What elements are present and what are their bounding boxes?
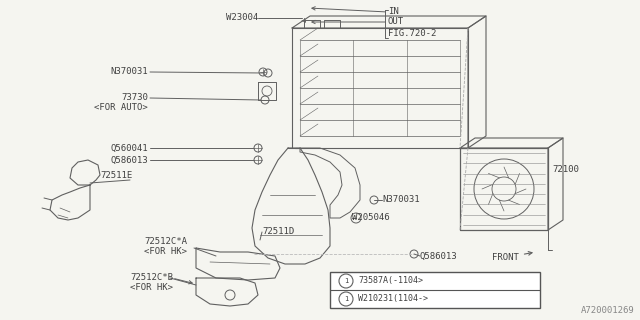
Text: W23004: W23004 bbox=[226, 13, 258, 22]
Text: Q586013: Q586013 bbox=[110, 156, 148, 164]
Text: 72511E: 72511E bbox=[100, 171, 132, 180]
Text: N370031: N370031 bbox=[382, 196, 420, 204]
Text: 1: 1 bbox=[344, 296, 348, 302]
Bar bbox=[330, 272, 540, 308]
Text: 72512C*A: 72512C*A bbox=[144, 237, 187, 246]
Text: <FOR AUTO>: <FOR AUTO> bbox=[94, 103, 148, 113]
Text: OUT: OUT bbox=[388, 18, 404, 27]
Text: W205046: W205046 bbox=[352, 213, 390, 222]
Text: <FOR HK>: <FOR HK> bbox=[130, 284, 173, 292]
Text: 72512C*B: 72512C*B bbox=[130, 274, 173, 283]
Text: 72511D: 72511D bbox=[262, 228, 294, 236]
Text: W210231(1104->: W210231(1104-> bbox=[358, 294, 428, 303]
Text: Q586013: Q586013 bbox=[420, 252, 458, 260]
Text: IN: IN bbox=[388, 7, 399, 17]
Text: 1: 1 bbox=[344, 278, 348, 284]
Text: 73730: 73730 bbox=[121, 93, 148, 102]
Text: FRONT: FRONT bbox=[492, 252, 532, 262]
Text: N370031: N370031 bbox=[110, 68, 148, 76]
Text: FIG.720-2: FIG.720-2 bbox=[388, 29, 436, 38]
Text: Q560041: Q560041 bbox=[110, 143, 148, 153]
Text: 73587A(-1104>: 73587A(-1104> bbox=[358, 276, 423, 285]
Text: 72100: 72100 bbox=[552, 165, 579, 174]
Text: <FOR HK>: <FOR HK> bbox=[144, 247, 187, 257]
Text: A720001269: A720001269 bbox=[581, 306, 635, 315]
